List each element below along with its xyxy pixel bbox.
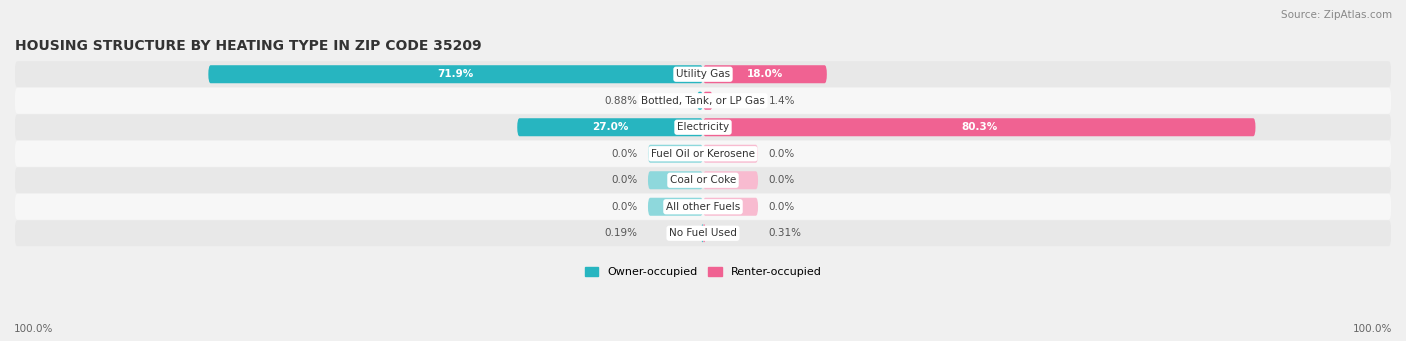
FancyBboxPatch shape: [703, 65, 827, 83]
FancyBboxPatch shape: [15, 141, 1391, 167]
Legend: Owner-occupied, Renter-occupied: Owner-occupied, Renter-occupied: [581, 263, 825, 282]
FancyBboxPatch shape: [697, 92, 703, 110]
FancyBboxPatch shape: [15, 61, 1391, 87]
FancyBboxPatch shape: [648, 145, 703, 163]
Text: 0.31%: 0.31%: [768, 228, 801, 238]
Text: Electricity: Electricity: [676, 122, 730, 132]
Text: 0.0%: 0.0%: [768, 202, 794, 212]
FancyBboxPatch shape: [15, 167, 1391, 193]
Text: 100.0%: 100.0%: [14, 324, 53, 334]
Text: Bottled, Tank, or LP Gas: Bottled, Tank, or LP Gas: [641, 96, 765, 106]
Text: Fuel Oil or Kerosene: Fuel Oil or Kerosene: [651, 149, 755, 159]
FancyBboxPatch shape: [517, 118, 703, 136]
Text: 100.0%: 100.0%: [1353, 324, 1392, 334]
FancyBboxPatch shape: [648, 171, 703, 189]
Text: HOUSING STRUCTURE BY HEATING TYPE IN ZIP CODE 35209: HOUSING STRUCTURE BY HEATING TYPE IN ZIP…: [15, 39, 482, 53]
Text: No Fuel Used: No Fuel Used: [669, 228, 737, 238]
Text: 0.88%: 0.88%: [605, 96, 638, 106]
FancyBboxPatch shape: [648, 198, 703, 216]
Text: 0.0%: 0.0%: [612, 202, 638, 212]
Text: 0.19%: 0.19%: [605, 228, 638, 238]
Text: 71.9%: 71.9%: [437, 69, 474, 79]
Text: 0.0%: 0.0%: [768, 149, 794, 159]
FancyBboxPatch shape: [703, 198, 758, 216]
Text: Source: ZipAtlas.com: Source: ZipAtlas.com: [1281, 10, 1392, 20]
FancyBboxPatch shape: [703, 224, 706, 242]
FancyBboxPatch shape: [15, 114, 1391, 140]
FancyBboxPatch shape: [703, 145, 758, 163]
FancyBboxPatch shape: [208, 65, 703, 83]
FancyBboxPatch shape: [15, 220, 1391, 246]
FancyBboxPatch shape: [15, 194, 1391, 220]
Text: 80.3%: 80.3%: [962, 122, 997, 132]
Text: 0.0%: 0.0%: [612, 149, 638, 159]
Text: 0.0%: 0.0%: [768, 175, 794, 185]
Text: All other Fuels: All other Fuels: [666, 202, 740, 212]
Text: 18.0%: 18.0%: [747, 69, 783, 79]
FancyBboxPatch shape: [703, 118, 1256, 136]
FancyBboxPatch shape: [15, 88, 1391, 114]
FancyBboxPatch shape: [703, 171, 758, 189]
FancyBboxPatch shape: [703, 92, 713, 110]
Text: 0.0%: 0.0%: [612, 175, 638, 185]
Text: 27.0%: 27.0%: [592, 122, 628, 132]
Text: Coal or Coke: Coal or Coke: [669, 175, 737, 185]
Text: 1.4%: 1.4%: [768, 96, 794, 106]
Text: Utility Gas: Utility Gas: [676, 69, 730, 79]
